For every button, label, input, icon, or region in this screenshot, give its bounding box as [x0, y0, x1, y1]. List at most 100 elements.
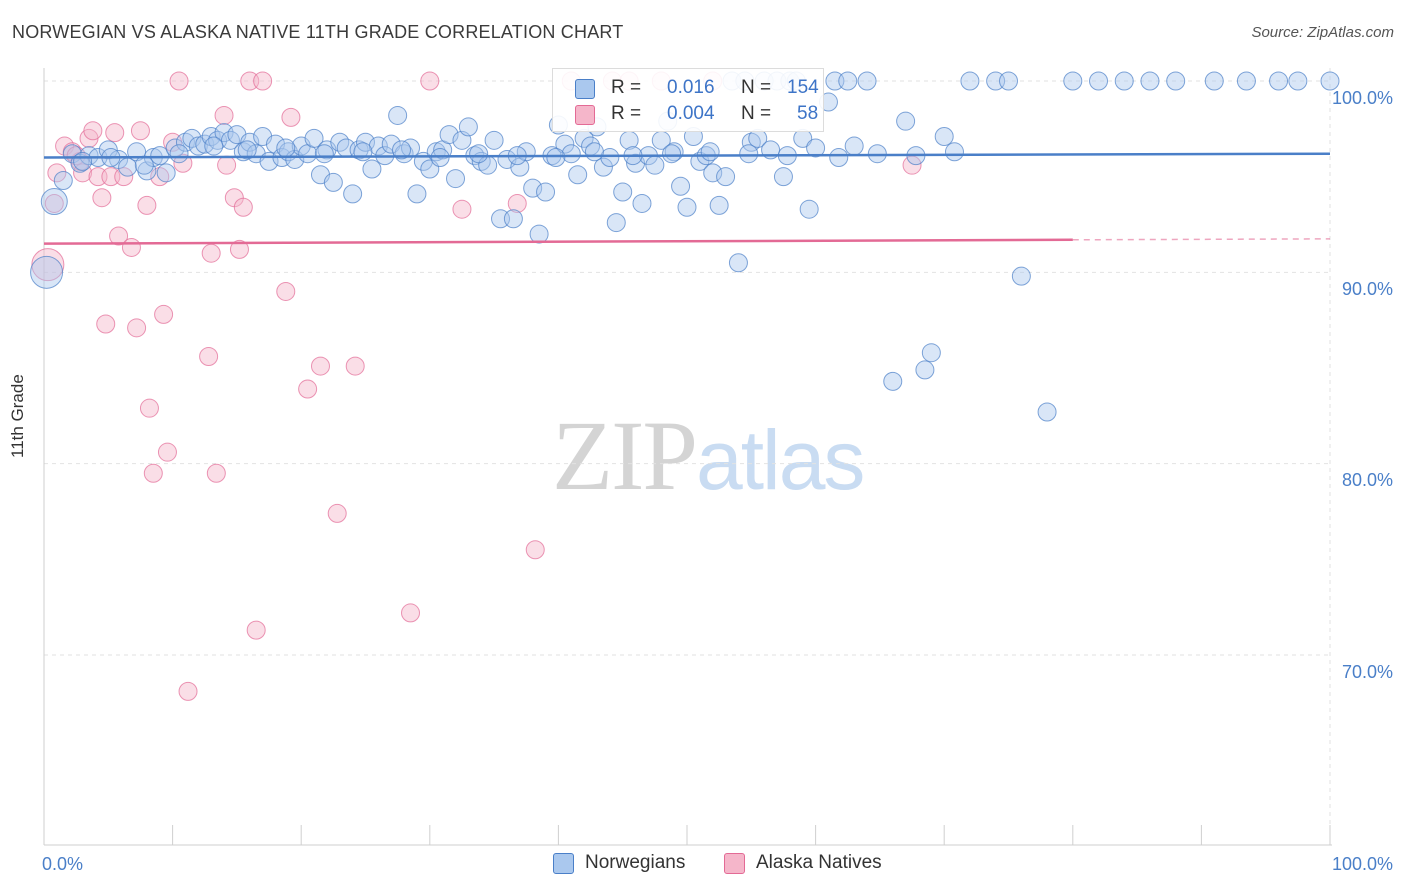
norwegians-point: [169, 144, 189, 164]
alaska-natives-point: [233, 197, 253, 217]
r-label: R =: [611, 103, 642, 124]
norwegians-point: [1166, 71, 1186, 91]
alaska-natives-point: [178, 681, 198, 701]
n-value: 58: [797, 103, 819, 124]
alaska-natives-point: [127, 318, 147, 338]
norwegians-point: [844, 136, 864, 156]
alaska-natives-point: [83, 121, 103, 141]
norwegians-point: [182, 128, 202, 148]
norwegians-point: [1037, 402, 1057, 422]
norwegians-point: [773, 167, 793, 187]
alaska-natives-trend-line: [43, 238, 1073, 245]
y-tick-label-80: 80.0%: [1342, 470, 1393, 490]
alaska-natives-point: [137, 195, 157, 215]
norwegians-point: [1089, 71, 1109, 91]
norwegians-point: [1320, 71, 1340, 91]
norwegians-point: [561, 144, 581, 164]
stats-legend: R = 0.016 N = 154 R = 0.004 N = 58: [552, 68, 824, 132]
norwegians-point: [240, 132, 260, 152]
norwegians-point: [1063, 71, 1083, 91]
norwegians-point: [739, 144, 759, 164]
norwegians-point: [606, 213, 626, 233]
norwegians-point: [53, 170, 73, 190]
y-tick-label-70: 70.0%: [1342, 662, 1393, 682]
r-value: 0.004: [667, 103, 715, 124]
alaska-natives-point: [130, 121, 150, 141]
r-value: 0.016: [667, 77, 715, 98]
watermark-atlas: atlas: [696, 413, 865, 507]
norwegians-point: [1011, 266, 1031, 286]
blue-swatch-icon: [575, 79, 595, 99]
alaska-natives-point: [253, 71, 273, 91]
legend-label: Alaska Natives: [756, 852, 882, 873]
norwegians-point: [1114, 71, 1134, 91]
norwegians-point: [446, 169, 466, 189]
norwegians-point: [883, 371, 903, 391]
alaska-natives-point: [169, 71, 189, 91]
norwegians-point: [806, 138, 826, 158]
norwegians-point: [204, 136, 224, 156]
norwegians-point: [546, 148, 566, 168]
alaska-natives-point: [401, 603, 421, 623]
trend-lines: [43, 152, 1331, 245]
alaska-natives-point: [157, 442, 177, 462]
norwegians-point: [613, 182, 633, 202]
y-tick-label-90: 90.0%: [1342, 279, 1393, 299]
norwegians-point: [593, 157, 613, 177]
norwegians-point: [555, 134, 575, 154]
alaska-natives-point: [217, 155, 237, 175]
norwegians-point: [188, 136, 208, 156]
norwegians-point: [1288, 71, 1308, 91]
tick-labels: 0.0% 100.0% 70.0% 80.0% 90.0% 100.0%: [42, 88, 1393, 874]
norwegians-point: [915, 360, 935, 380]
alaska-natives-point: [298, 379, 318, 399]
alaska-natives-point: [345, 356, 365, 376]
alaska-natives-point: [229, 239, 249, 259]
norwegians-point: [134, 155, 154, 175]
norwegians-point: [671, 176, 691, 196]
pink-swatch-icon: [724, 853, 745, 874]
norwegians-point: [362, 159, 382, 179]
norwegians-point: [1204, 71, 1224, 91]
norwegians-point: [536, 182, 556, 202]
norwegians-point: [709, 195, 729, 215]
chart-title: NORWEGIAN VS ALASKA NATIVE 11TH GRADE CO…: [12, 22, 624, 42]
norwegians-point: [728, 253, 748, 273]
norwegians-point: [677, 197, 697, 217]
alaska-natives-point: [92, 188, 112, 208]
alaska-natives-point: [246, 620, 266, 640]
norwegians-points: [30, 71, 1340, 422]
alaska-natives-point: [47, 163, 67, 183]
norwegians-point: [632, 193, 652, 213]
alaska-natives-point: [310, 356, 330, 376]
norwegians-point: [523, 178, 543, 198]
norwegians-point: [73, 151, 93, 171]
norwegians-point: [921, 343, 941, 363]
norwegians-point: [439, 125, 459, 145]
alaska-natives-point: [143, 463, 163, 483]
norwegians-point: [381, 134, 401, 154]
norwegians-point: [703, 163, 723, 183]
norwegians-point: [150, 146, 170, 166]
alaska-natives-point: [173, 153, 193, 173]
blue-swatch-icon: [553, 853, 574, 874]
alaska-natives-point: [206, 463, 226, 483]
alaska-natives-point: [44, 193, 64, 213]
norwegians-point: [353, 142, 373, 162]
alaska-natives-point: [420, 71, 440, 91]
alaska-natives-point: [214, 105, 234, 125]
norwegians-point: [98, 140, 118, 160]
norwegians-point: [829, 148, 849, 168]
alaska-natives-point: [525, 540, 545, 560]
norwegians-point: [343, 184, 363, 204]
alaska-natives-point: [105, 123, 125, 143]
norwegians-point: [584, 142, 604, 162]
norwegians-point: [503, 209, 523, 229]
norwegians-point: [323, 172, 343, 192]
norwegians-point: [458, 117, 478, 137]
alaska-natives-point: [154, 304, 174, 324]
norwegians-point: [388, 105, 408, 125]
alaska-natives-point: [114, 167, 134, 187]
alaska-natives-trend-extension: [1072, 238, 1331, 241]
